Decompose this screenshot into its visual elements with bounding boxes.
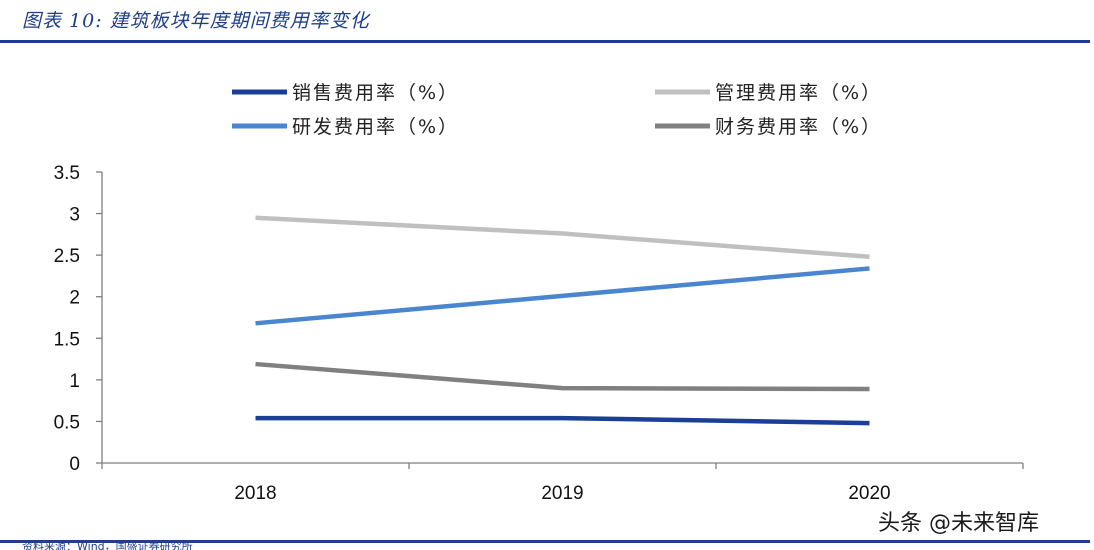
x-tick-label: 2018 [234,483,276,504]
chart-axes: 0 0.5 1 1.5 2 2.5 3 3.5 2018 2019 2020 [54,163,1024,504]
legend-label: 管理费用率（%） [715,82,882,104]
series-line-0 [255,415,870,426]
y-tick-label: 0 [69,454,80,475]
y-tick-label: 2.5 [54,246,80,267]
legend-label: 销售费用率（%） [292,82,459,104]
figure-title: 图表 10: 建筑板块年度期间费用率变化 [22,10,370,32]
y-tick-label: 2 [69,288,80,309]
legend-label: 研发费用率（%） [292,116,459,138]
chart-legend: 销售费用率（%） 管理费用率（%） 研发费用率（%） 财务费用率（%） [232,82,882,138]
y-tick-label: 3.5 [54,163,80,184]
y-tick-label: 3 [69,205,80,226]
series-line-3 [255,361,870,392]
x-tick-label: 2019 [541,483,583,504]
series-line-2 [255,266,870,326]
legend-label: 财务费用率（%） [715,116,882,138]
y-tick-label: 1 [69,371,80,392]
series-line-1 [255,215,870,260]
x-tick-label: 2020 [848,483,890,504]
chart-series [255,215,870,426]
source-note: 资料来源：Wind，国盛证券研究所 [22,543,193,550]
footer-divider [0,540,1090,543]
y-tick-label: 0.5 [54,412,80,433]
title-divider [0,40,1090,43]
watermark-text: 头条 @未来智库 [878,511,1039,536]
y-tick-label: 1.5 [54,329,80,350]
